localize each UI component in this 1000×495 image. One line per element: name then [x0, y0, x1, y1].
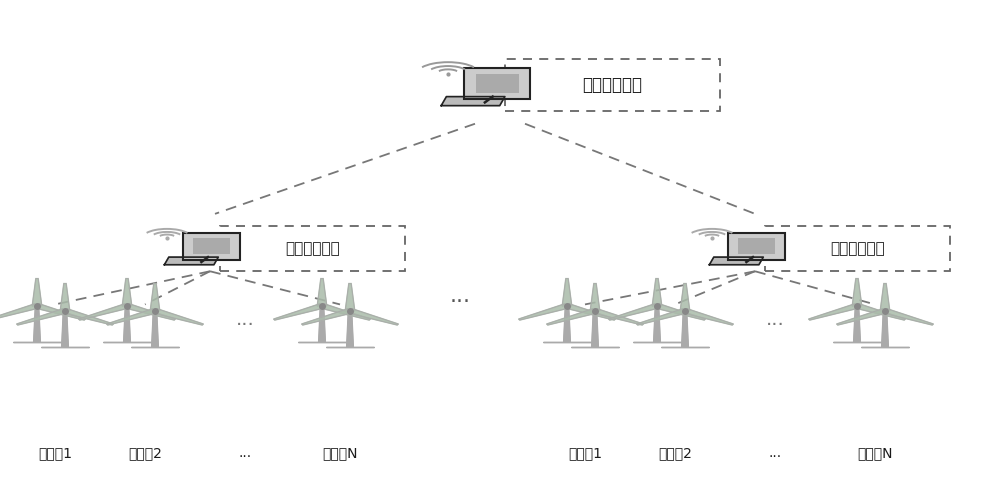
- Polygon shape: [590, 284, 600, 311]
- Polygon shape: [124, 306, 130, 342]
- Polygon shape: [562, 279, 572, 306]
- Text: 风电场N: 风电场N: [322, 446, 358, 460]
- Polygon shape: [32, 279, 42, 306]
- Polygon shape: [652, 279, 662, 306]
- Text: 风电场2: 风电场2: [658, 446, 692, 460]
- FancyBboxPatch shape: [505, 59, 720, 111]
- Text: ...: ...: [766, 310, 784, 329]
- Polygon shape: [63, 309, 113, 325]
- FancyBboxPatch shape: [765, 226, 950, 271]
- FancyBboxPatch shape: [464, 68, 530, 99]
- Polygon shape: [564, 306, 570, 342]
- Polygon shape: [345, 284, 355, 311]
- Polygon shape: [60, 284, 70, 311]
- Polygon shape: [107, 309, 157, 325]
- Polygon shape: [680, 284, 690, 311]
- Polygon shape: [709, 257, 763, 265]
- Polygon shape: [122, 279, 132, 306]
- Polygon shape: [519, 304, 569, 320]
- FancyBboxPatch shape: [476, 74, 519, 93]
- Polygon shape: [317, 279, 327, 306]
- Polygon shape: [852, 279, 862, 306]
- Polygon shape: [441, 97, 505, 105]
- FancyBboxPatch shape: [728, 233, 785, 259]
- FancyBboxPatch shape: [193, 239, 230, 254]
- FancyBboxPatch shape: [738, 239, 775, 254]
- Polygon shape: [152, 311, 158, 346]
- Polygon shape: [79, 304, 129, 320]
- Polygon shape: [153, 309, 203, 325]
- Polygon shape: [565, 304, 615, 320]
- Polygon shape: [348, 309, 398, 325]
- FancyBboxPatch shape: [220, 226, 405, 271]
- Polygon shape: [150, 284, 160, 311]
- Polygon shape: [62, 311, 68, 346]
- Polygon shape: [837, 309, 887, 325]
- Polygon shape: [17, 309, 67, 325]
- Polygon shape: [855, 304, 905, 320]
- Text: ...: ...: [238, 446, 252, 460]
- Polygon shape: [655, 304, 705, 320]
- Polygon shape: [274, 304, 324, 320]
- Text: ...: ...: [768, 446, 782, 460]
- Polygon shape: [125, 304, 175, 320]
- Text: 风电场1: 风电场1: [38, 446, 72, 460]
- Polygon shape: [164, 257, 218, 265]
- FancyBboxPatch shape: [183, 233, 240, 259]
- Polygon shape: [654, 306, 660, 342]
- Text: 区域调度中心: 区域调度中心: [582, 76, 642, 95]
- Polygon shape: [809, 304, 859, 320]
- Polygon shape: [34, 306, 40, 342]
- Polygon shape: [609, 304, 659, 320]
- Text: ...: ...: [236, 310, 254, 329]
- Polygon shape: [320, 304, 370, 320]
- Polygon shape: [35, 304, 85, 320]
- Text: 省级调度中心: 省级调度中心: [830, 241, 885, 256]
- Polygon shape: [347, 311, 353, 346]
- Polygon shape: [883, 309, 933, 325]
- Polygon shape: [319, 306, 325, 342]
- Text: 风电场N: 风电场N: [857, 446, 893, 460]
- Polygon shape: [882, 311, 888, 346]
- Text: 风电场1: 风电场1: [568, 446, 602, 460]
- Text: ···: ···: [450, 292, 471, 312]
- Text: 省级调度中心: 省级调度中心: [285, 241, 340, 256]
- Polygon shape: [302, 309, 352, 325]
- Polygon shape: [0, 304, 39, 320]
- Text: 风电场2: 风电场2: [128, 446, 162, 460]
- Polygon shape: [637, 309, 687, 325]
- Polygon shape: [592, 311, 598, 346]
- Polygon shape: [854, 306, 860, 342]
- Polygon shape: [683, 309, 733, 325]
- Polygon shape: [880, 284, 890, 311]
- Polygon shape: [547, 309, 597, 325]
- Polygon shape: [682, 311, 688, 346]
- Polygon shape: [593, 309, 643, 325]
